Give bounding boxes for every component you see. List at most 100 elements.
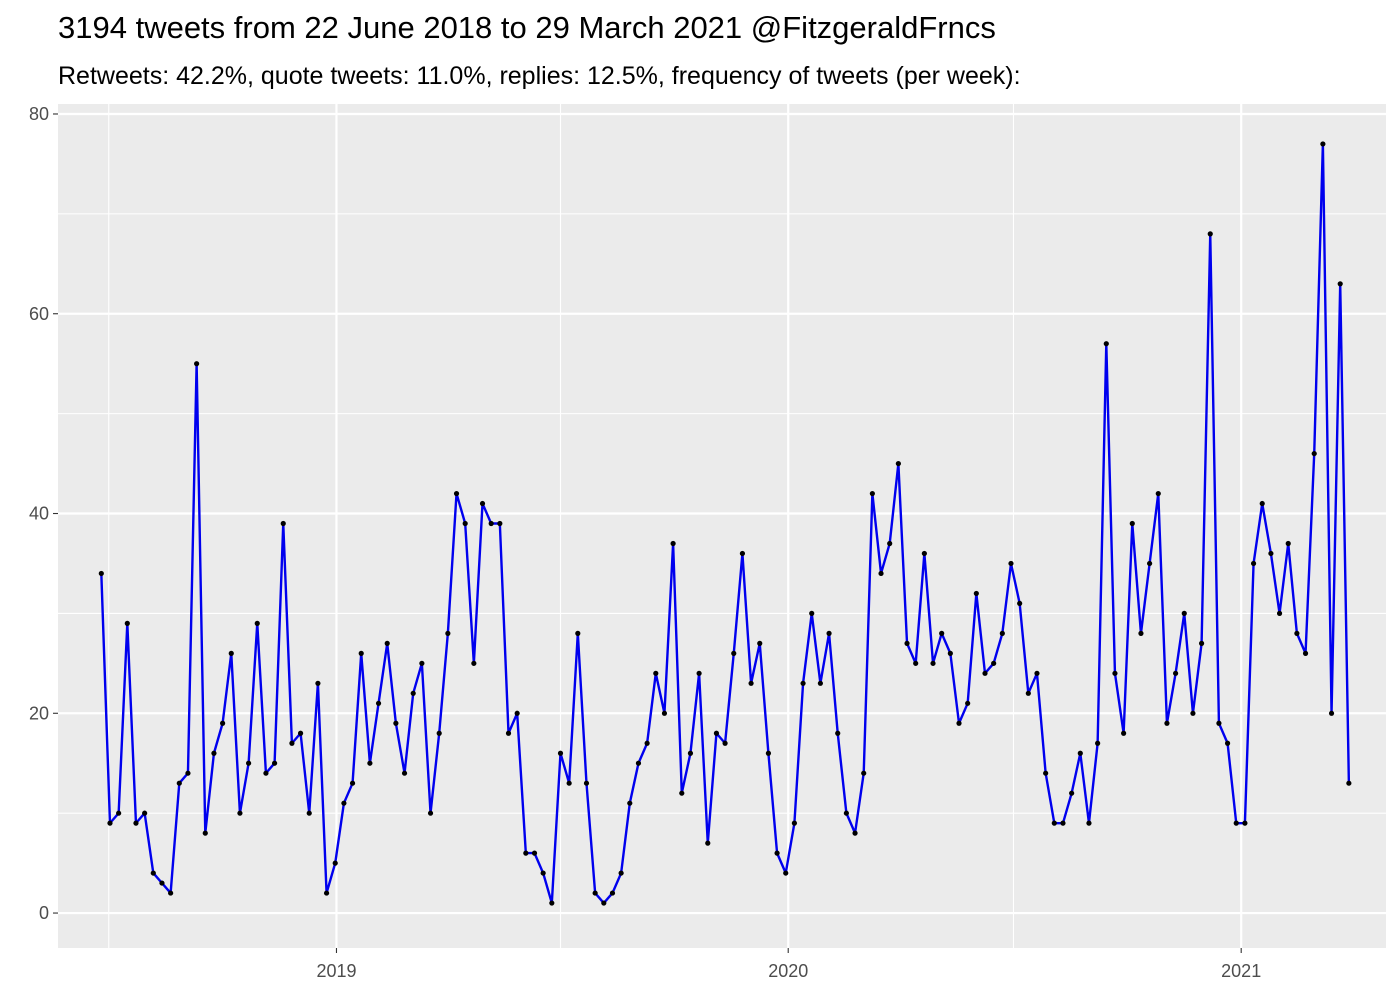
data-point [289, 740, 295, 746]
data-point [150, 870, 156, 876]
data-point [358, 650, 364, 656]
data-point [679, 790, 685, 796]
x-tick-label: 2020 [768, 961, 808, 981]
data-point [531, 850, 538, 856]
data-point [202, 830, 208, 836]
data-point [705, 840, 711, 846]
data-point [592, 890, 598, 896]
data-point [1025, 690, 1031, 696]
data-point [687, 750, 694, 756]
x-tick-label: 2021 [1221, 961, 1261, 981]
data-point [1138, 630, 1144, 636]
data-point [1328, 710, 1335, 716]
chart-title: 3194 tweets from 22 June 2018 to 29 Marc… [58, 10, 996, 45]
data-point [644, 740, 650, 746]
data-point [965, 700, 971, 706]
data-point [635, 760, 642, 766]
data-point [306, 810, 312, 816]
data-point [1129, 520, 1135, 527]
major-gridlines [58, 104, 1386, 948]
data-point [1034, 670, 1040, 676]
data-point [1051, 820, 1057, 826]
data-point [1008, 560, 1014, 567]
data-point [1337, 281, 1343, 287]
data-point [375, 700, 382, 706]
data-point [133, 820, 139, 826]
data-point [826, 630, 832, 636]
data-point [1095, 740, 1101, 746]
data-point [713, 730, 720, 736]
data-point [228, 650, 234, 656]
data-point [168, 890, 174, 896]
data-point [1077, 750, 1083, 756]
data-point [748, 680, 754, 686]
y-tick-label: 80 [29, 104, 49, 124]
data-point [618, 870, 624, 876]
data-point [869, 490, 875, 497]
data-point [731, 650, 737, 656]
y-tick-label: 60 [29, 304, 49, 324]
data-point [384, 640, 390, 646]
axis-ticks [53, 113, 1242, 953]
data-point [1285, 540, 1291, 547]
data-point [904, 640, 910, 646]
data-point [98, 570, 104, 577]
data-point [765, 750, 772, 756]
data-point [271, 760, 278, 766]
data-point [211, 750, 217, 756]
data-point [991, 660, 997, 666]
data-point [497, 520, 503, 527]
data-point [445, 630, 451, 636]
data-point [783, 870, 789, 876]
data-point [973, 590, 979, 597]
data-point [1224, 740, 1231, 746]
data-point [1320, 141, 1326, 147]
data-point [1147, 560, 1153, 567]
data-point [185, 770, 191, 776]
data-point [1250, 560, 1257, 567]
data-point [393, 720, 399, 726]
data-point [627, 800, 633, 806]
data-point [549, 900, 555, 906]
data-point [315, 680, 321, 686]
data-point [505, 730, 512, 736]
data-point [142, 810, 148, 816]
data-point [722, 740, 728, 746]
data-point [956, 720, 962, 726]
data-point [583, 780, 590, 786]
data-point [809, 610, 815, 617]
data-point [1060, 820, 1066, 826]
data-point [1294, 630, 1300, 636]
data-point [895, 460, 901, 467]
data-point [843, 810, 849, 816]
data-point [1103, 341, 1109, 347]
data-point [1276, 610, 1283, 617]
data-point [107, 820, 113, 826]
data-point [1155, 490, 1161, 497]
data-point [367, 760, 373, 766]
data-point [514, 710, 520, 716]
y-tick-label: 20 [29, 703, 49, 723]
data-point [194, 361, 200, 367]
data-point [462, 520, 468, 527]
data-point [1198, 640, 1205, 646]
data-point [349, 780, 356, 786]
data-point [124, 620, 130, 626]
data-point [280, 520, 286, 527]
y-tick-label: 40 [29, 504, 49, 524]
data-point [1242, 820, 1248, 826]
data-point [670, 540, 676, 547]
data-point [471, 660, 477, 666]
data-point [237, 810, 243, 816]
data-point [575, 630, 581, 636]
data-point [696, 670, 702, 676]
data-point [419, 660, 425, 666]
data-point [246, 760, 252, 766]
data-point [947, 650, 953, 656]
data-point [1017, 600, 1023, 607]
x-tick-label: 2019 [316, 961, 356, 981]
data-point [1268, 550, 1274, 557]
chart-subtitle: Retweets: 42.2%, quote tweets: 11.0%, re… [58, 62, 1021, 90]
data-point [1259, 500, 1265, 507]
data-point [540, 870, 546, 876]
